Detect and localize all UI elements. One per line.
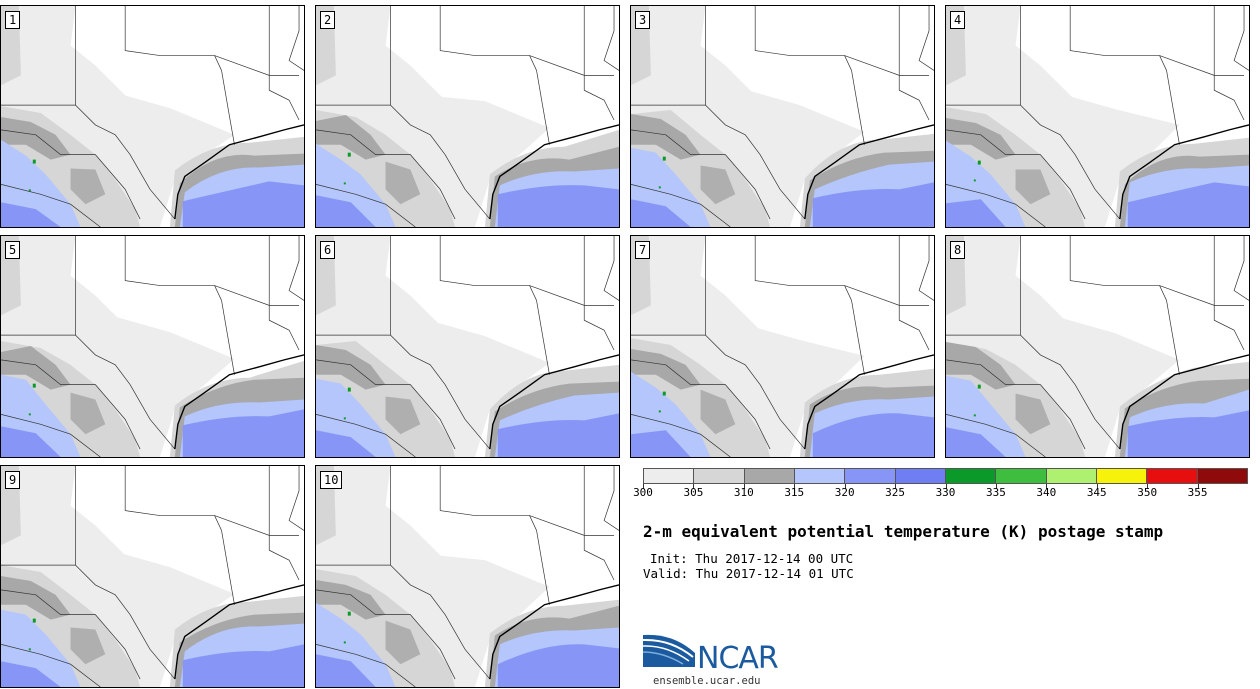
- colorbar-segment: [1046, 469, 1097, 483]
- colorbar-tick-label: 315: [784, 486, 805, 499]
- member-panel: 5: [0, 235, 305, 458]
- colorbar-segment: [794, 469, 846, 483]
- member-panel: 10: [315, 465, 620, 688]
- colorbar-tick-label: 300: [633, 486, 653, 499]
- member-number-label: 6: [320, 241, 336, 259]
- colorbar-tick: [995, 484, 997, 489]
- colorbar-tick: [1197, 484, 1199, 489]
- colorbar-tick: [743, 484, 745, 489]
- colorbar-segment: [1197, 469, 1247, 483]
- colorbar-tick-label: 330: [935, 486, 956, 499]
- member-number-label: 7: [635, 241, 651, 259]
- member-number-label: 1: [5, 11, 21, 29]
- member-map: [1, 236, 304, 457]
- colorbar-ticks: 300 305 310 315 320 325 330 335 340 345 350 355: [633, 484, 1248, 504]
- colorbar-segment: [996, 469, 1047, 483]
- member-panel: 2: [315, 5, 620, 228]
- member-panel: 1: [0, 5, 305, 228]
- colorbar-tick-label: 335: [985, 486, 1006, 499]
- member-panel: 6: [315, 235, 620, 458]
- member-number-label: 4: [950, 11, 966, 29]
- colorbar-tick: [794, 484, 796, 489]
- colorbar-tick-label: 325: [885, 486, 906, 499]
- colorbar-tick: [895, 484, 897, 489]
- member-panel: 3: [630, 5, 935, 228]
- colorbar-tick-label: 350: [1137, 486, 1158, 499]
- member-panel: 8: [945, 235, 1250, 458]
- colorbar-tick: [844, 484, 846, 489]
- colorbar-segment: [895, 469, 946, 483]
- colorbar-tick-label: 310: [733, 486, 754, 499]
- member-map: [316, 236, 619, 457]
- colorbar-segment: [644, 469, 695, 483]
- colorbar-segment: [744, 469, 795, 483]
- init-time: Init: Thu 2017-12-14 00 UTC: [650, 551, 854, 566]
- member-map: [631, 236, 934, 457]
- member-panel: 9: [0, 465, 305, 688]
- colorbar-segment: [694, 469, 745, 483]
- colorbar-segment: [1096, 469, 1148, 483]
- member-number-label: 10: [320, 471, 343, 489]
- member-map: [1, 6, 304, 227]
- member-map: [631, 6, 934, 227]
- colorbar-tick-label: 305: [683, 486, 704, 499]
- colorbar-tick-label: 340: [1036, 486, 1057, 499]
- colorbar-segment: [845, 469, 896, 483]
- member-panel: 7: [630, 235, 935, 458]
- colorbar-tick: [693, 484, 695, 489]
- colorbar-segment: [945, 469, 997, 483]
- plot-title: 2-m equivalent potential temperature (K)…: [643, 522, 1164, 541]
- colorbar: [643, 468, 1248, 484]
- member-map: [946, 6, 1249, 227]
- colorbar-tick: [643, 484, 644, 489]
- member-number-label: 2: [320, 11, 336, 29]
- ncar-logo-text: NCAR: [697, 641, 779, 676]
- colorbar-tick: [1147, 484, 1149, 489]
- site-url: ensemble.ucar.edu: [653, 675, 761, 687]
- member-number-label: 5: [5, 241, 21, 259]
- member-map: [946, 236, 1249, 457]
- ncar-logo-icon: [643, 634, 695, 667]
- member-map: [316, 466, 619, 687]
- member-number-label: 8: [950, 241, 966, 259]
- colorbar-segment: [1147, 469, 1198, 483]
- member-number-label: 3: [635, 11, 651, 29]
- colorbar-tick: [1096, 484, 1098, 489]
- member-map: [1, 466, 304, 687]
- member-map: [316, 6, 619, 227]
- valid-time: Valid: Thu 2017-12-14 01 UTC: [643, 566, 854, 581]
- member-number-label: 9: [5, 471, 21, 489]
- colorbar-tick: [945, 484, 947, 489]
- colorbar-tick: [1046, 484, 1048, 489]
- colorbar-tick-label: 345: [1086, 486, 1107, 499]
- colorbar-tick-label: 320: [834, 486, 855, 499]
- member-panel: 4: [945, 5, 1250, 228]
- colorbar-tick-label: 355: [1187, 486, 1208, 499]
